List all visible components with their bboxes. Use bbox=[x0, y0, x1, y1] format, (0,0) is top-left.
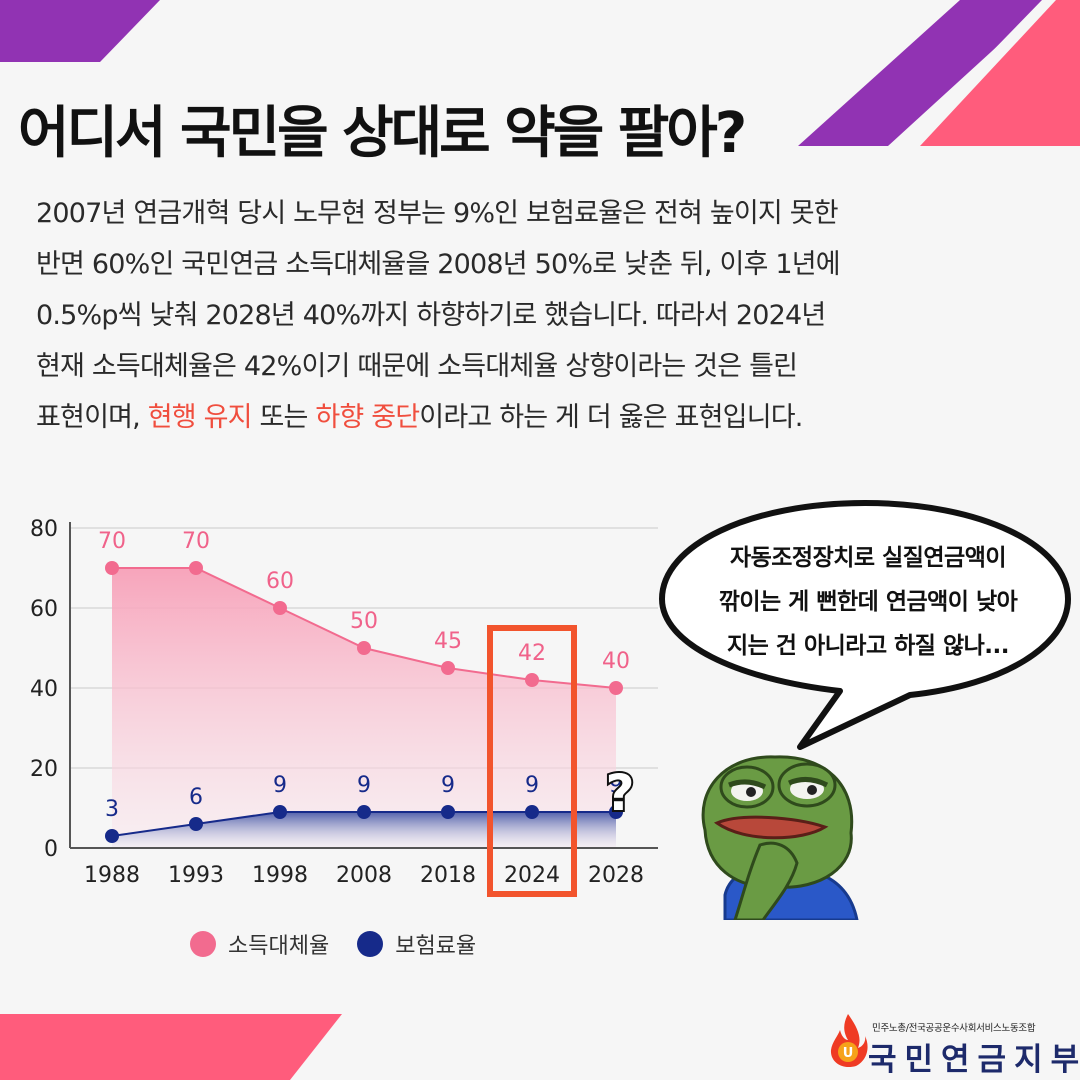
data-label-income-replacement: 42 bbox=[518, 641, 546, 666]
bottom-left-stripe bbox=[0, 1014, 342, 1080]
data-label-contribution-rate: 9 bbox=[609, 773, 623, 798]
line-chart: 70 70 60 50 45 42 40 3 6 9 9 9 9 9 0 20 40 60 80 1988 1993 1… bbox=[30, 517, 658, 897]
bubble-line: 지는 건 아니라고 하질 않나... bbox=[726, 633, 1010, 659]
logo-subtitle: 민주노총/전국공공운수사회서비스노동조합 bbox=[872, 1023, 1036, 1034]
svg-text:U: U bbox=[843, 1046, 854, 1061]
x-tick-label: 2018 bbox=[420, 863, 476, 888]
data-point-income-replacement bbox=[189, 561, 203, 575]
top-left-stripe bbox=[0, 0, 160, 62]
data-label-contribution-rate: 9 bbox=[525, 773, 539, 798]
y-tick-label: 0 bbox=[44, 837, 58, 862]
data-point-contribution-rate bbox=[273, 805, 287, 819]
data-label-income-replacement: 60 bbox=[266, 569, 294, 594]
body-line: 반면 60%인 국민연금 소득대체율을 2008년 50%로 낮춘 뒤, 이후 … bbox=[36, 249, 841, 280]
x-tick-label: 1998 bbox=[252, 863, 308, 888]
data-label-income-replacement: 50 bbox=[350, 609, 378, 634]
data-point-income-replacement bbox=[609, 681, 623, 695]
data-point-contribution-rate bbox=[609, 805, 623, 819]
data-label-contribution-rate: 9 bbox=[273, 773, 287, 798]
data-point-contribution-rate bbox=[105, 829, 119, 843]
bubble-text: 자동조정장치로 실질연금액이 깎이는 게 뻔한데 연금액이 낮아 지는 건 아니… bbox=[668, 536, 1068, 668]
legend-label: 보험료율 bbox=[395, 934, 477, 959]
data-label-income-replacement: 45 bbox=[434, 629, 462, 654]
bubble-line: 자동조정장치로 실질연금액이 bbox=[729, 545, 1007, 571]
top-right-stripes bbox=[798, 0, 1080, 146]
data-label-contribution-rate: 3 bbox=[105, 797, 119, 822]
data-label-contribution-rate: 9 bbox=[441, 773, 455, 798]
data-point-contribution-rate bbox=[441, 805, 455, 819]
body-line: 2007년 연금개혁 당시 노무현 정부는 9%인 보험료율은 전혀 높이지 못… bbox=[36, 198, 839, 229]
question-mark-annotation: ? bbox=[605, 764, 634, 822]
x-tick-label: 1988 bbox=[84, 863, 140, 888]
data-point-contribution-rate bbox=[189, 817, 203, 831]
speech-bubble bbox=[659, 500, 1071, 750]
union-flame-logo: U bbox=[830, 1014, 868, 1068]
body-text-part: 표현이며, bbox=[36, 402, 148, 433]
x-tick-label: 1993 bbox=[168, 863, 224, 888]
headline: 어디서 국민을 상대로 약을 팔아? bbox=[18, 101, 747, 166]
bubble-line: 깎이는 게 뻔한데 연금액이 낮아 bbox=[718, 589, 1018, 615]
data-point-income-replacement bbox=[441, 661, 455, 675]
x-tick-label: 2028 bbox=[588, 863, 644, 888]
data-label-income-replacement: 70 bbox=[182, 529, 210, 554]
data-label-income-replacement: 40 bbox=[602, 649, 630, 674]
y-tick-label: 60 bbox=[30, 597, 58, 622]
data-point-income-replacement bbox=[525, 673, 539, 687]
data-point-contribution-rate bbox=[357, 805, 371, 819]
x-tick-label: 2024 bbox=[504, 863, 560, 888]
body-text-part: 이라고 하는 게 더 옳은 표현입니다. bbox=[419, 402, 803, 433]
body-text-part: 또는 bbox=[251, 402, 316, 433]
highlight-box-2024 bbox=[487, 625, 577, 897]
body-line-last: 표현이며, 현행 유지 또는 하향 중단이라고 하는 게 더 옳은 표현입니다. bbox=[36, 392, 1056, 443]
y-tick-label: 80 bbox=[30, 517, 58, 542]
chart-legend: 소득대체율 보험료율 bbox=[190, 928, 492, 960]
highlight-text: 하향 중단 bbox=[315, 402, 420, 433]
body-text: 2007년 연금개혁 당시 노무현 정부는 9%인 보험료율은 전혀 높이지 못… bbox=[36, 188, 1056, 443]
legend-swatch-contribution-rate bbox=[357, 931, 384, 957]
data-point-income-replacement bbox=[357, 641, 371, 655]
data-label-income-replacement: 70 bbox=[98, 529, 126, 554]
y-tick-label: 20 bbox=[30, 757, 58, 782]
legend-swatch-income-replacement bbox=[190, 931, 216, 957]
frog-character-illustration bbox=[701, 755, 859, 920]
data-point-income-replacement bbox=[273, 601, 287, 615]
highlight-text: 현행 유지 bbox=[147, 402, 253, 433]
logo-name: 국민연금지부 bbox=[868, 1042, 1080, 1078]
y-tick-label: 40 bbox=[30, 677, 58, 702]
data-point-income-replacement bbox=[105, 561, 119, 575]
data-point-contribution-rate bbox=[525, 805, 539, 819]
x-tick-label: 2008 bbox=[336, 863, 392, 888]
legend-label: 소득대체율 bbox=[228, 934, 330, 959]
body-line: 0.5%p씩 낮춰 2028년 40%까지 하향하기로 했습니다. 따라서 20… bbox=[36, 300, 826, 331]
body-line: 현재 소득대체율은 42%이기 때문에 소득대체율 상향이라는 것은 틀린 bbox=[36, 351, 798, 382]
data-label-contribution-rate: 9 bbox=[357, 773, 371, 798]
data-label-contribution-rate: 6 bbox=[189, 785, 203, 810]
